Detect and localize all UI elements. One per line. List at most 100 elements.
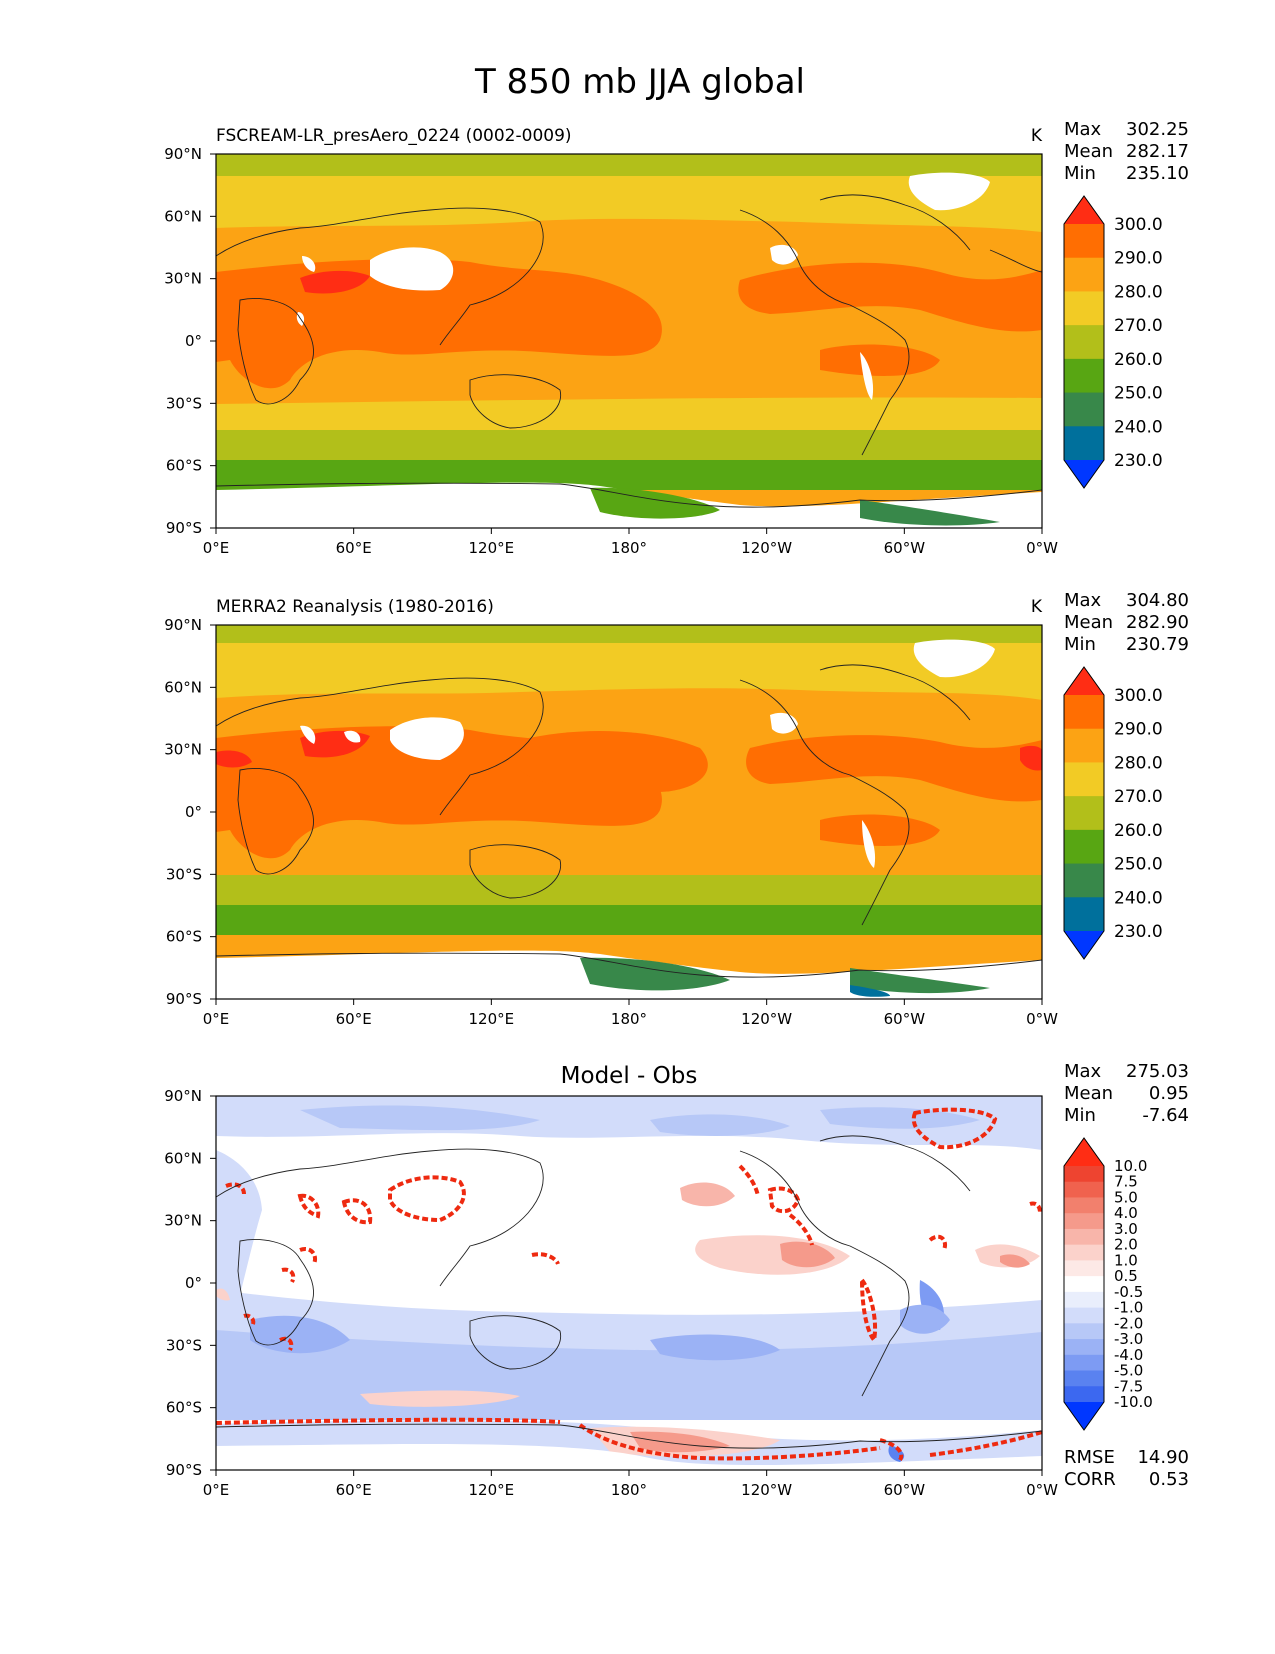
y-tick-label: 0°	[185, 1274, 202, 1292]
colorbar-swatch	[1064, 1260, 1104, 1277]
metric-corr-value: 0.53	[1149, 1469, 1189, 1490]
y-tick-label: 90°S	[166, 519, 202, 537]
colorbar-tick-label: 280.0	[1114, 282, 1163, 302]
stat-label: Mean	[1064, 1083, 1113, 1104]
colorbar-extend-max	[1064, 667, 1104, 695]
colorbar-swatch	[1064, 426, 1104, 461]
colorbar-tick-label: 7.5	[1114, 1173, 1138, 1191]
x-tick-label: 0°E	[203, 1010, 230, 1028]
colorbar-tick-label: 1.0	[1114, 1251, 1138, 1269]
panel-model: FSCREAM-LR_presAero_0224 (0002-0009) K	[164, 119, 1189, 557]
panel-diff-coastlines	[216, 1135, 1042, 1449]
colorbar-tick-label: 230.0	[1114, 451, 1163, 471]
panel-obs-map	[216, 625, 1042, 999]
x-tick-label: 120°E	[469, 539, 515, 557]
x-tick-label: 180°	[611, 1010, 647, 1028]
colorbar-swatch	[1064, 1370, 1104, 1387]
colorbar-tick-label: 260.0	[1114, 350, 1163, 370]
colorbar-swatch	[1064, 1197, 1104, 1214]
stat-label: Mean	[1064, 141, 1113, 162]
colorbar-swatch	[1064, 1339, 1104, 1356]
colorbar-tick-label: 3.0	[1114, 1220, 1138, 1238]
x-tick-label: 180°	[611, 1481, 647, 1499]
stat-mean-value: 282.90	[1126, 612, 1189, 633]
y-tick-label: 0°	[185, 332, 202, 350]
x-tick-label: 120°W	[741, 1481, 792, 1499]
y-tick-label: 30°N	[164, 1212, 202, 1230]
x-tick-label: 60°E	[336, 1481, 372, 1499]
y-tick-label: 90°S	[166, 1461, 202, 1479]
colorbar-extend-max	[1064, 196, 1104, 224]
x-tick-label: 120°E	[469, 1481, 515, 1499]
y-tick-label: 0°	[185, 803, 202, 821]
colorbar-swatch	[1064, 291, 1104, 326]
metric-label: CORR	[1064, 1469, 1116, 1490]
colorbar-tick-label: 290.0	[1114, 249, 1163, 269]
colorbar-outline	[1063, 666, 1105, 960]
colorbar-outline	[1063, 195, 1105, 489]
stat-min-value: 230.79	[1126, 634, 1189, 655]
x-tick-label: 60°W	[884, 1010, 926, 1028]
panel-obs: MERRA2 Reanalysis (1980-2016) K	[164, 590, 1189, 1028]
panel-model-units: K	[1031, 126, 1043, 146]
x-tick-label: 0°W	[1026, 1481, 1058, 1499]
colorbar-tick-label: 0.5	[1114, 1267, 1138, 1285]
colorbar-tick-label: 10.0	[1114, 1157, 1147, 1175]
stat-label: Min	[1064, 634, 1096, 655]
panel-model-coastlines	[216, 194, 1042, 508]
colorbar-tick-label: 240.0	[1114, 417, 1163, 437]
y-tick-label: 30°S	[166, 1336, 202, 1354]
stat-label: Min	[1064, 1105, 1096, 1126]
colorbar-tick-label: 230.0	[1114, 922, 1163, 942]
stat-max-value: 275.03	[1126, 1061, 1189, 1082]
y-tick-label: 90°N	[164, 616, 202, 634]
colorbar-swatch	[1064, 863, 1104, 898]
colorbar-tick-label: 5.0	[1114, 1188, 1138, 1206]
panel-model-colorbar: 230.0 240.0 250.0 260.0 270.0 280.0 290.0 300.0	[1063, 195, 1163, 489]
panel-diff-metrics: RMSE 14.90 CORR 0.53	[1064, 1447, 1189, 1490]
stat-mean-value: 282.17	[1126, 141, 1189, 162]
stat-label: Max	[1064, 119, 1102, 140]
panel-diff: Model - Obs	[164, 1061, 1189, 1499]
panel-obs-axes: 0°E 60°E 120°E 180° 120°W 60°W 0°W 90°N 60°N 30°N…	[164, 616, 1058, 1028]
colorbar-tick-label: -3.0	[1114, 1330, 1143, 1348]
colorbar-extend-min	[1064, 460, 1104, 488]
stat-label: Max	[1064, 590, 1102, 611]
colorbar-tick-label: -7.5	[1114, 1377, 1143, 1395]
colorbar-swatch	[1064, 1244, 1104, 1261]
colorbar-tick-label: 300.0	[1114, 686, 1163, 706]
colorbar-tick-label: 280.0	[1114, 753, 1163, 773]
y-tick-label: 90°S	[166, 990, 202, 1008]
panel-diff-topography-anomalies	[216, 1107, 1042, 1462]
colorbar-tick-label: -0.5	[1114, 1283, 1143, 1301]
colorbar-swatch	[1064, 1276, 1104, 1293]
y-tick-label: 30°N	[164, 741, 202, 759]
stat-label: Mean	[1064, 612, 1113, 633]
colorbar-swatch	[1064, 1181, 1104, 1198]
panel-obs-title: MERRA2 Reanalysis (1980-2016)	[216, 597, 494, 617]
colorbar-swatch	[1064, 1354, 1104, 1372]
panel-obs-colorbar: 230.0 240.0 250.0 260.0 270.0 280.0 290.0 300.0	[1063, 666, 1163, 960]
panel-obs-units: K	[1031, 597, 1043, 617]
stat-label: Min	[1064, 163, 1096, 184]
y-tick-label: 60°S	[166, 928, 202, 946]
colorbar-swatch	[1064, 257, 1104, 292]
panel-obs-stats: Max 304.80 Mean 282.90 Min 230.79	[1064, 590, 1189, 655]
colorbar-swatch	[1064, 392, 1104, 427]
stat-label: Max	[1064, 1061, 1102, 1082]
x-tick-label: 60°W	[884, 1481, 926, 1499]
colorbar-extend-min	[1064, 1402, 1104, 1430]
colorbar-tick-label: -2.0	[1114, 1314, 1143, 1332]
colorbar-tick-label: 2.0	[1114, 1236, 1138, 1254]
x-tick-label: 60°W	[884, 539, 926, 557]
colorbar-tick-label: 290.0	[1114, 720, 1163, 740]
colorbar-tick-label: 270.0	[1114, 787, 1163, 807]
panel-model-axes: 0°E 60°E 120°E 180° 120°W 60°W 0°W 90°N 60°N 30°N…	[164, 145, 1058, 557]
figure-title: T 850 mb JJA global	[474, 62, 805, 102]
y-tick-label: 30°N	[164, 270, 202, 288]
stat-max-value: 302.25	[1126, 119, 1189, 140]
colorbar-swatch	[1064, 796, 1104, 831]
y-tick-label: 60°S	[166, 457, 202, 475]
colorbar-swatch	[1064, 1213, 1104, 1230]
